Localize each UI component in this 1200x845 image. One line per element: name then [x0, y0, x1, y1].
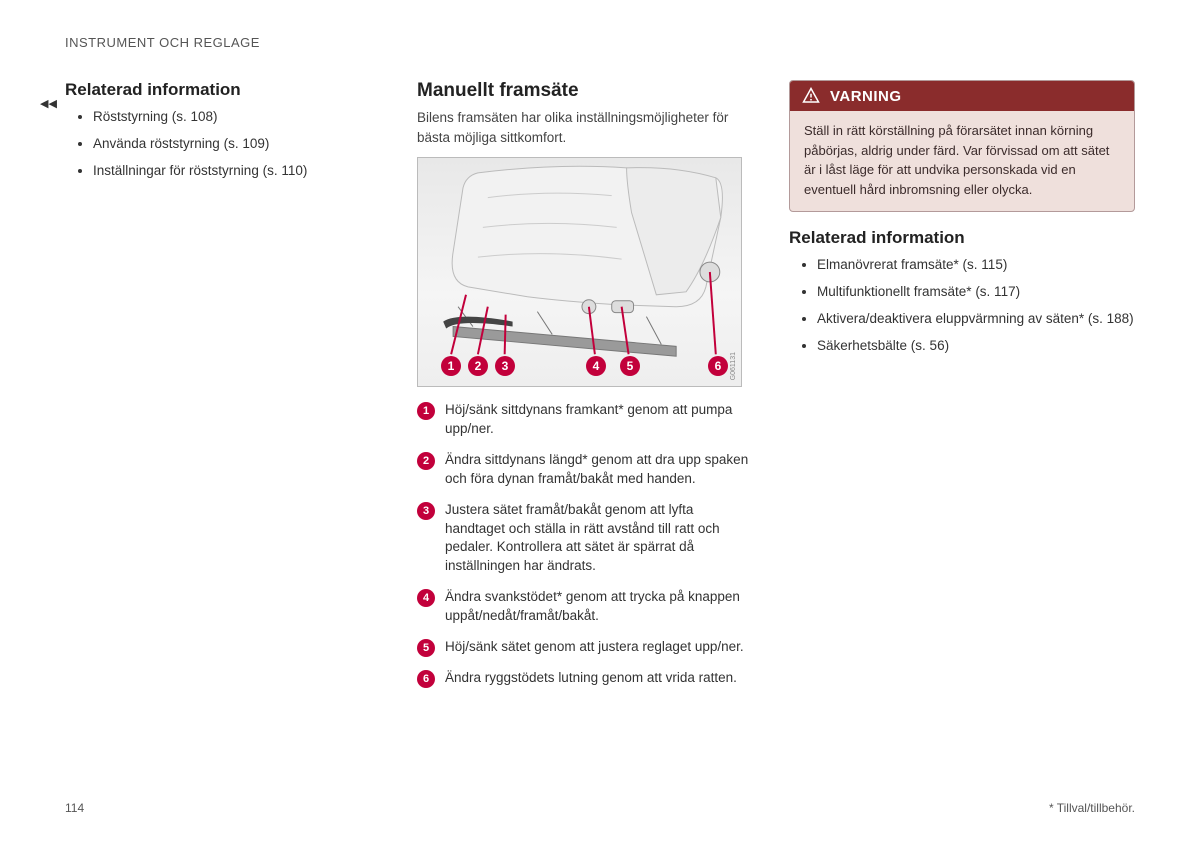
continuation-icon: ◀◀: [40, 97, 57, 110]
step-badge: 4: [417, 589, 435, 607]
related-info-title: Relaterad information: [789, 228, 1135, 248]
callout-badge: 2: [468, 356, 488, 376]
list-item: Inställningar för röststyrning (s. 110): [93, 160, 385, 183]
content-columns: Relaterad information Röststyrning (s. 1…: [65, 80, 1135, 700]
footnote: * Tillval/tillbehör.: [1049, 801, 1135, 815]
column-left: Relaterad information Röststyrning (s. 1…: [65, 80, 385, 700]
callout-badge: 4: [586, 356, 606, 376]
topic-intro: Bilens framsäten har olika inställningsm…: [417, 108, 757, 147]
step-text: Justera sätet framåt/bakåt genom att lyf…: [445, 501, 757, 577]
seat-illustration: [418, 158, 741, 386]
column-middle: Manuellt framsäte Bilens framsäten har o…: [417, 80, 757, 700]
list-item: Multifunktionellt framsäte* (s. 117): [817, 281, 1135, 304]
column-right: VARNING Ställ in rätt körställning på fö…: [789, 80, 1135, 700]
step-badge: 5: [417, 639, 435, 657]
list-item: Aktivera/deaktivera eluppvärmning av sät…: [817, 308, 1135, 331]
page-footer: 114 * Tillval/tillbehör.: [65, 801, 1135, 815]
callout-badge: 3: [495, 356, 515, 376]
step-item: 1 Höj/sänk sittdynans framkant* genom at…: [417, 401, 757, 439]
callout-badge: 1: [441, 356, 461, 376]
step-badge: 2: [417, 452, 435, 470]
step-badge: 3: [417, 502, 435, 520]
callout-badge: 6: [708, 356, 728, 376]
page-number: 114: [65, 801, 84, 815]
list-item: Säkerhetsbälte (s. 56): [817, 335, 1135, 358]
topic-title: Manuellt framsäte: [417, 80, 757, 102]
warning-icon: [802, 87, 820, 105]
step-text: Ändra ryggstödets lutning genom att vrid…: [445, 669, 757, 688]
related-info-list: Elmanövrerat framsäte* (s. 115) Multifun…: [789, 254, 1135, 358]
callout-badge: 5: [620, 356, 640, 376]
step-item: 2 Ändra sittdynans längd* genom att dra …: [417, 451, 757, 489]
step-badge: 1: [417, 402, 435, 420]
step-item: 6 Ändra ryggstödets lutning genom att vr…: [417, 669, 757, 688]
warning-header: VARNING: [790, 81, 1134, 111]
step-text: Ändra sittdynans längd* genom att dra up…: [445, 451, 757, 489]
figure-id: G061131: [730, 352, 737, 380]
step-badge: 6: [417, 670, 435, 688]
step-text: Höj/sänk sittdynans framkant* genom att …: [445, 401, 757, 439]
warning-box: VARNING Ställ in rätt körställning på fö…: [789, 80, 1135, 212]
step-text: Höj/sänk sätet genom att justera reglage…: [445, 638, 757, 657]
related-info-list: Röststyrning (s. 108) Använda röststyrni…: [65, 106, 385, 183]
step-item: 3 Justera sätet framåt/bakåt genom att l…: [417, 501, 757, 577]
related-info-title: Relaterad information: [65, 80, 385, 100]
list-item: Elmanövrerat framsäte* (s. 115): [817, 254, 1135, 277]
chapter-header: INSTRUMENT OCH REGLAGE: [65, 35, 1135, 50]
step-item: 4 Ändra svankstödet* genom att trycka på…: [417, 588, 757, 626]
seat-figure: 1 2 3 4 5 6 G061131: [417, 157, 742, 387]
numbered-steps: 1 Höj/sänk sittdynans framkant* genom at…: [417, 401, 757, 688]
step-item: 5 Höj/sänk sätet genom att justera regla…: [417, 638, 757, 657]
warning-body: Ställ in rätt körställning på förarsätet…: [790, 111, 1134, 211]
list-item: Använda röststyrning (s. 109): [93, 133, 385, 156]
list-item: Röststyrning (s. 108): [93, 106, 385, 129]
warning-label: VARNING: [830, 88, 902, 105]
step-text: Ändra svankstödet* genom att trycka på k…: [445, 588, 757, 626]
